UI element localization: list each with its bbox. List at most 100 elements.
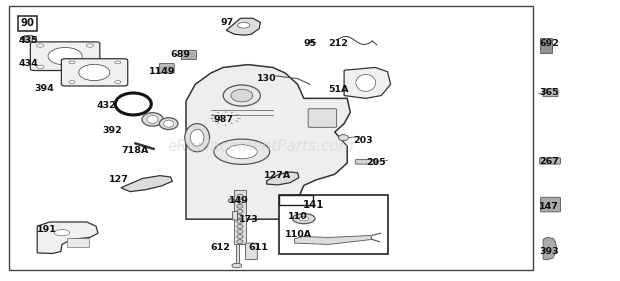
Circle shape <box>37 44 44 47</box>
Text: 127A: 127A <box>264 171 291 180</box>
Text: 90: 90 <box>20 18 35 28</box>
Ellipse shape <box>237 199 243 203</box>
Polygon shape <box>543 237 557 260</box>
Ellipse shape <box>237 194 243 198</box>
Ellipse shape <box>270 74 276 80</box>
Circle shape <box>115 61 121 64</box>
Ellipse shape <box>228 199 234 203</box>
Bar <box>279 195 388 254</box>
Circle shape <box>237 22 250 28</box>
Bar <box>20 37 36 39</box>
Ellipse shape <box>164 120 174 127</box>
Bar <box>67 238 89 247</box>
Ellipse shape <box>237 219 243 223</box>
FancyBboxPatch shape <box>181 50 196 59</box>
Text: 365: 365 <box>539 88 559 97</box>
Polygon shape <box>226 18 260 35</box>
Text: 147: 147 <box>539 202 559 211</box>
Polygon shape <box>344 67 391 98</box>
Ellipse shape <box>237 225 243 228</box>
Polygon shape <box>186 65 350 219</box>
FancyBboxPatch shape <box>159 64 174 73</box>
Ellipse shape <box>223 85 260 106</box>
FancyBboxPatch shape <box>355 160 376 164</box>
Text: 149: 149 <box>229 196 249 205</box>
Ellipse shape <box>115 93 151 115</box>
Ellipse shape <box>79 64 110 81</box>
Bar <box>9 6 533 270</box>
Ellipse shape <box>237 240 243 244</box>
Text: 203: 203 <box>353 136 373 145</box>
Polygon shape <box>37 222 98 253</box>
Ellipse shape <box>237 235 243 239</box>
Text: 173: 173 <box>239 215 259 224</box>
Text: 127: 127 <box>108 175 128 184</box>
Text: 718A: 718A <box>121 146 148 155</box>
Bar <box>279 195 313 205</box>
Text: 692: 692 <box>539 39 559 48</box>
Ellipse shape <box>190 129 204 146</box>
Ellipse shape <box>237 209 243 213</box>
Circle shape <box>211 112 239 124</box>
Circle shape <box>232 263 242 268</box>
Ellipse shape <box>356 74 376 91</box>
Ellipse shape <box>237 230 243 234</box>
Polygon shape <box>121 176 172 192</box>
Circle shape <box>37 65 44 69</box>
Ellipse shape <box>185 124 210 152</box>
Text: 97: 97 <box>220 18 233 27</box>
Ellipse shape <box>48 47 82 65</box>
FancyBboxPatch shape <box>540 38 552 53</box>
Text: 394: 394 <box>34 84 54 93</box>
Text: 95: 95 <box>304 39 317 48</box>
Circle shape <box>86 65 94 69</box>
Text: 1149: 1149 <box>149 67 175 76</box>
Text: 110A: 110A <box>285 230 312 239</box>
Polygon shape <box>267 172 299 185</box>
Text: 191: 191 <box>37 225 57 234</box>
Bar <box>236 244 239 266</box>
FancyBboxPatch shape <box>246 243 257 260</box>
FancyBboxPatch shape <box>232 212 237 220</box>
Text: 212: 212 <box>329 39 348 48</box>
Text: 51A: 51A <box>329 85 349 94</box>
Ellipse shape <box>147 115 158 123</box>
Circle shape <box>226 145 257 159</box>
Circle shape <box>299 216 309 221</box>
Ellipse shape <box>266 71 280 83</box>
FancyBboxPatch shape <box>539 158 560 164</box>
Text: 435: 435 <box>19 36 38 45</box>
Text: 392: 392 <box>102 126 122 135</box>
Text: 612: 612 <box>211 243 231 252</box>
Circle shape <box>214 139 270 164</box>
Ellipse shape <box>55 230 69 236</box>
Text: 141: 141 <box>303 200 324 210</box>
FancyBboxPatch shape <box>61 59 128 86</box>
Ellipse shape <box>339 135 348 141</box>
Text: eReplacementParts.com: eReplacementParts.com <box>167 139 354 154</box>
Text: 130: 130 <box>257 74 277 83</box>
Ellipse shape <box>231 89 253 102</box>
Circle shape <box>69 81 75 83</box>
Circle shape <box>69 61 75 64</box>
Ellipse shape <box>237 214 243 218</box>
Ellipse shape <box>142 113 163 126</box>
Text: 110: 110 <box>288 212 308 221</box>
Text: 434: 434 <box>19 59 38 68</box>
Text: 267: 267 <box>539 157 559 166</box>
Circle shape <box>115 81 121 83</box>
Bar <box>234 190 246 244</box>
Bar <box>24 35 32 41</box>
Ellipse shape <box>159 118 178 130</box>
Polygon shape <box>294 235 372 244</box>
Circle shape <box>86 44 94 47</box>
Ellipse shape <box>237 204 243 208</box>
Text: 393: 393 <box>539 247 559 256</box>
Circle shape <box>220 116 230 120</box>
FancyBboxPatch shape <box>541 197 560 212</box>
Text: 432: 432 <box>96 101 116 110</box>
Text: 205: 205 <box>366 158 386 167</box>
FancyBboxPatch shape <box>543 89 558 97</box>
FancyBboxPatch shape <box>30 42 100 71</box>
Text: 689: 689 <box>170 50 190 59</box>
